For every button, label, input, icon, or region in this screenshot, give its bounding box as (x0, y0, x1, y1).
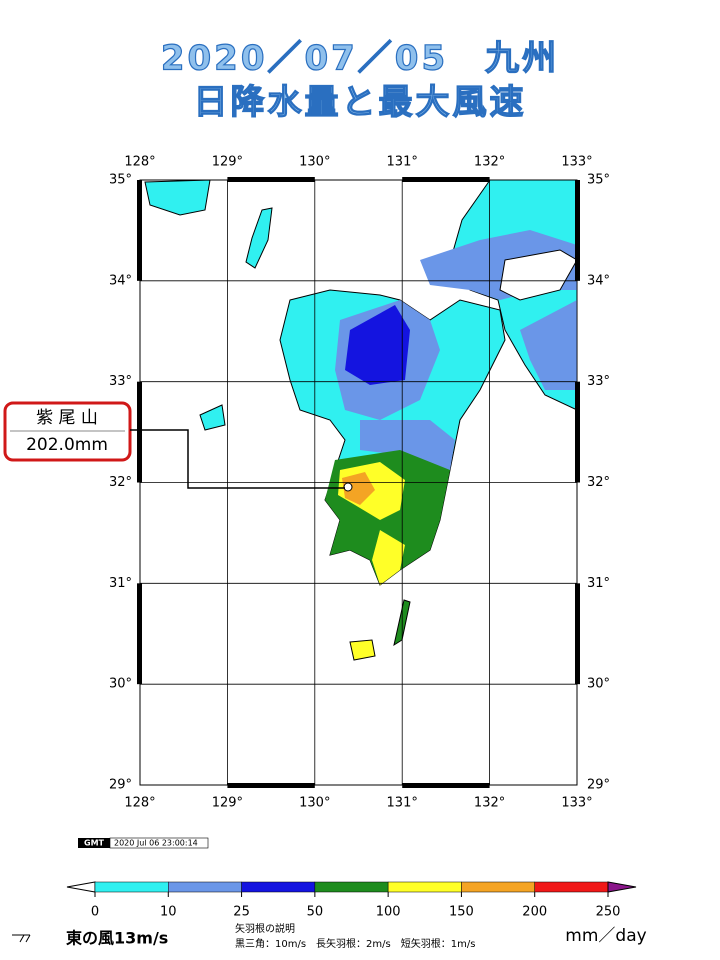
lon-label: 129° (212, 155, 243, 170)
border-bar (137, 583, 142, 685)
map (137, 177, 580, 788)
stamp-logo-box (78, 838, 110, 848)
callout-station: 紫 尾 山 (36, 408, 98, 428)
border-bar (402, 783, 490, 788)
lon-label: 132° (474, 155, 505, 170)
colorbar-under (66, 881, 96, 893)
lat-label: 29° (587, 778, 610, 793)
callout: 紫 尾 山 202.0mm (3, 401, 345, 489)
colorbar-over (607, 881, 637, 893)
title-line1: 2020／07／05 九州 (161, 39, 559, 79)
lat-label: 29° (109, 778, 132, 793)
wind-example-barb (12, 934, 31, 943)
colorbar-label: 25 (233, 905, 250, 920)
colorbar-bin (387, 881, 462, 893)
barb-title: 矢羽根の説明 (235, 922, 295, 935)
border-bar (575, 583, 580, 685)
colorbar-bin (314, 881, 389, 893)
lat-label: 32° (587, 475, 610, 490)
land-goto (199, 404, 226, 431)
border-bar (575, 180, 580, 281)
lon-label: 131° (387, 155, 418, 170)
colorbar-bin (461, 881, 535, 893)
wind-example: 東の風13m/s (66, 929, 168, 948)
callout-leader (130, 429, 345, 489)
rain-zone (520, 300, 577, 390)
title-line2: 日降水量と最大風速 (194, 83, 527, 123)
border-bar (227, 177, 315, 182)
lon-label: 130° (299, 796, 330, 811)
lon-label: 133° (561, 796, 592, 811)
lon-label: 129° (212, 796, 243, 811)
colorbar-label: 250 (596, 905, 621, 920)
colorbar-label: 150 (449, 905, 474, 920)
rain-zone (360, 420, 455, 470)
lat-label: 33° (109, 374, 132, 389)
station-marker (343, 482, 353, 492)
border-bar (137, 180, 142, 281)
colorbar-bin (241, 881, 316, 893)
stamp-logo: GMT (84, 839, 105, 848)
lat-label: 31° (109, 576, 132, 591)
lat-label: 34° (587, 273, 610, 288)
lat-label: 35° (109, 173, 132, 188)
callout-amount: 202.0mm (26, 435, 108, 455)
colorbar-label: 200 (522, 905, 547, 920)
land-tsushima (245, 207, 273, 269)
lon-label: 132° (474, 796, 505, 811)
lat-label: 34° (109, 273, 132, 288)
colorbar-label: 100 (376, 905, 401, 920)
border-bar (227, 783, 315, 788)
lon-label: 128° (124, 155, 155, 170)
lat-label: 30° (109, 677, 132, 692)
rain-zone (372, 530, 405, 585)
lat-label: 30° (587, 677, 610, 692)
colorbar-label: 50 (307, 905, 324, 920)
rain-zone (342, 472, 375, 505)
lat-label: 32° (109, 475, 132, 490)
border-bar (575, 381, 580, 483)
barb-text: 黒三角：10m/s 長矢羽根：2m/s 短矢羽根：1m/s (235, 937, 475, 950)
rain-zone (345, 305, 410, 385)
lon-label: 133° (561, 155, 592, 170)
colorbar-unit: mm／day (565, 926, 646, 946)
colorbar-bin (94, 881, 169, 893)
land-yakushima (349, 639, 376, 661)
colorbar-bin (168, 881, 242, 893)
border-bar (137, 381, 142, 483)
colorbar-label: 0 (91, 905, 99, 920)
sea (499, 249, 578, 301)
lon-label: 131° (387, 796, 418, 811)
colorbar-bin (534, 881, 609, 893)
lon-label: 128° (124, 796, 155, 811)
colorbar: 0 10 25 50 100 150 200 250 (66, 881, 637, 920)
colorbar-label: 10 (160, 905, 177, 920)
lat-label: 35° (587, 173, 610, 188)
lat-label: 33° (587, 374, 610, 389)
lon-label: 130° (299, 155, 330, 170)
border-bar (402, 177, 490, 182)
stamp-time: 2020 Jul 06 23:00:14 (114, 839, 198, 848)
stamp-box (109, 837, 209, 849)
lat-label: 31° (587, 576, 610, 591)
